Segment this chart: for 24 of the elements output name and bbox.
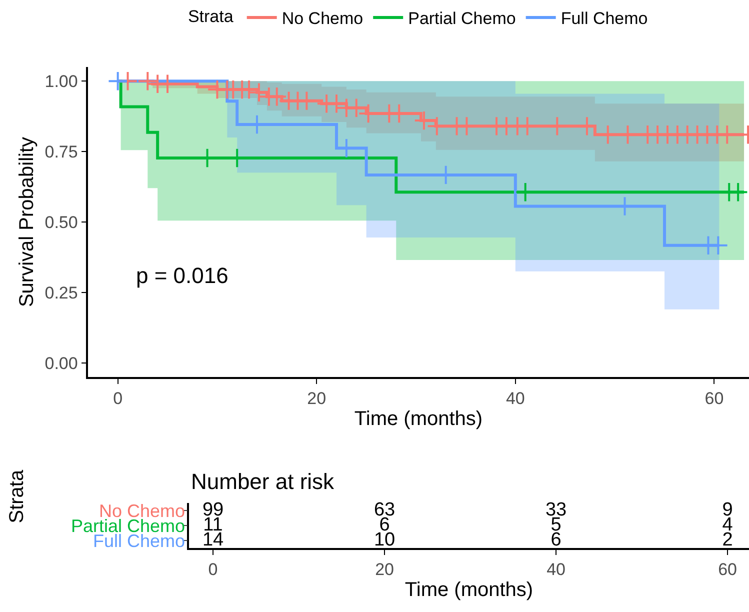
x-tick-label: 40: [546, 560, 566, 580]
y-tick-label: 0.25: [44, 283, 78, 302]
x-axis-title: Time (months): [354, 408, 483, 430]
y-tick-label: Full Chemo: [93, 531, 186, 551]
x-tick-label: 0: [208, 560, 218, 580]
legend-label: Partial Chemo: [408, 9, 516, 28]
y-axis-title: Survival Probability: [16, 136, 38, 308]
annotation: p = 0.016: [136, 263, 228, 288]
x-axis-title: Time (months): [404, 579, 534, 602]
y-axis-title: Strata: [6, 469, 28, 524]
y-tick-label: 0.50: [44, 212, 78, 232]
x-tick-label: 0: [113, 389, 123, 408]
legend-label: Full Chemo: [560, 9, 648, 28]
x-tick-label: 40: [506, 389, 525, 408]
x-tick-label: 20: [375, 560, 394, 580]
chart-title: Number at risk: [191, 469, 336, 494]
y-tick-label: 0.00: [44, 354, 78, 373]
x-tick-label: 60: [704, 389, 724, 408]
y-tick-label: 0.75: [44, 142, 78, 162]
legend-title: Strata: [188, 7, 234, 26]
legend-label: No Chemo: [282, 9, 364, 28]
y-tick-label: 1.00: [44, 72, 78, 92]
x-tick-label: 60: [718, 560, 738, 580]
x-tick-label: 20: [307, 389, 326, 408]
